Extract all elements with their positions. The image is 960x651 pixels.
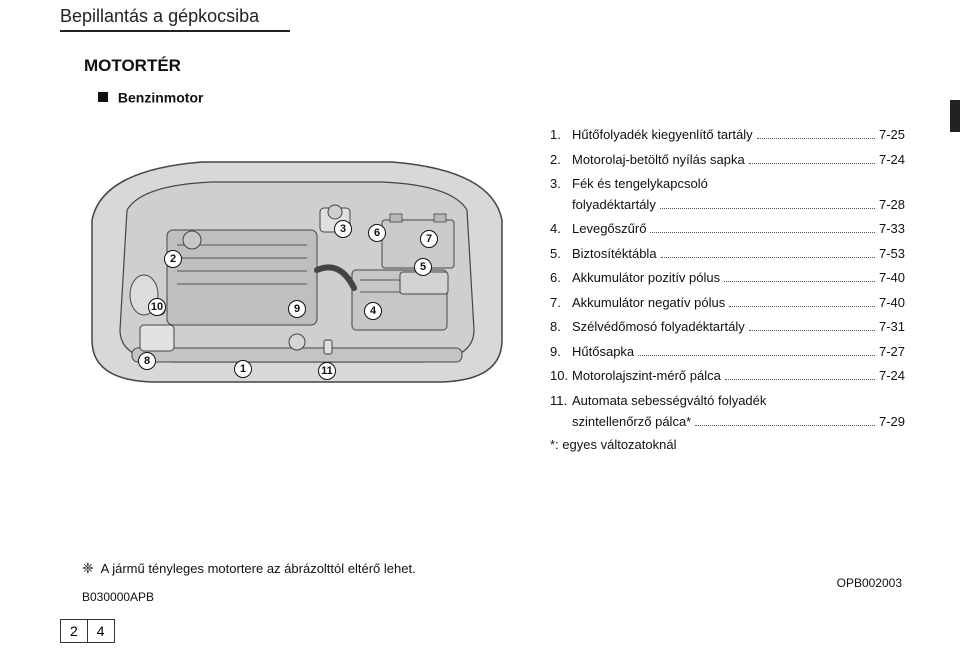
- page-number-box: 2 4: [60, 619, 115, 643]
- list-item: 8.Szélvédőmosó folyadéktartály 7-31: [550, 318, 905, 336]
- engine-diagram: 1 2 3 4 5 6 7 8 9 10 11: [82, 150, 512, 390]
- list-item: 6.Akkumulátor pozitív pólus 7-40: [550, 269, 905, 287]
- list-item-label: Hűtőfolyadék kiegyenlítő tartály: [572, 126, 753, 144]
- radiator-cap: [289, 334, 305, 350]
- list-item-label: Szélvédőmosó folyadéktartály: [572, 318, 745, 336]
- list-item-leader: [638, 355, 875, 356]
- list-item-leader: [660, 208, 875, 209]
- edge-tab: [950, 100, 960, 132]
- list-item-page: 7-40: [879, 294, 905, 312]
- list-item-label: Motorolajszint-mérő pálca: [572, 367, 721, 385]
- list-item: 11.Automata sebességváltó folyadék: [550, 392, 905, 410]
- list-item-page: 7-24: [879, 151, 905, 169]
- list-item: 3.Fék és tengelykapcsoló: [550, 175, 905, 193]
- list-item-leader: [724, 281, 875, 282]
- callout-4: 4: [364, 302, 382, 320]
- list-item: 7.Akkumulátor negatív pólus 7-40: [550, 294, 905, 312]
- list-item-label: Akkumulátor negatív pólus: [572, 294, 725, 312]
- page-header-title: Bepillantás a gépkocsiba: [60, 6, 259, 27]
- oil-filler-cap: [183, 231, 201, 249]
- list-item: 4.Levegőszűrő 7-33: [550, 220, 905, 238]
- parts-footnote: *: egyes változatoknál: [550, 437, 905, 452]
- list-item-label: Motorolaj-betöltő nyílás sapka: [572, 151, 745, 169]
- callout-5: 5: [414, 258, 432, 276]
- list-item: szintellenőrző pálca* 7-29: [550, 413, 905, 431]
- list-item-page: 7-31: [879, 318, 905, 336]
- list-item: 10.Motorolajszint-mérő pálca 7-24: [550, 367, 905, 385]
- header-rule: [60, 30, 290, 32]
- image-code: OPB002003: [837, 576, 902, 590]
- list-item-number: 10.: [550, 367, 572, 385]
- battery-terminal-pos: [390, 214, 402, 222]
- list-item-number: 7.: [550, 294, 572, 312]
- list-item-label: Akkumulátor pozitív pólus: [572, 269, 720, 287]
- battery-terminal-neg: [434, 214, 446, 222]
- list-item-number: 5.: [550, 245, 572, 263]
- page-number-section: 2: [61, 620, 88, 642]
- document-code: B030000APB: [82, 590, 154, 604]
- list-item-label: folyadéktartály: [572, 196, 656, 214]
- list-item: 5.Biztosítéktábla 7-53: [550, 245, 905, 263]
- list-item-leader: [661, 257, 875, 258]
- list-item-page: 7-28: [879, 196, 905, 214]
- list-item-number: 8.: [550, 318, 572, 336]
- list-item-leader: [695, 425, 875, 426]
- list-item-number: 6.: [550, 269, 572, 287]
- list-item-leader: [749, 163, 875, 164]
- list-item: folyadéktartály 7-28: [550, 196, 905, 214]
- figure-disclaimer-text: A jármű tényleges motortere az ábrázoltt…: [101, 561, 416, 576]
- list-item-page: 7-27: [879, 343, 905, 361]
- list-item-leader: [757, 138, 875, 139]
- list-item-page: 7-33: [879, 220, 905, 238]
- list-item-number: 11.: [550, 392, 572, 410]
- list-item-page: 7-29: [879, 413, 905, 431]
- list-item-page: 7-40: [879, 269, 905, 287]
- list-item-page: 7-53: [879, 245, 905, 263]
- list-item-label: Fék és tengelykapcsoló: [572, 175, 708, 193]
- list-item: 2.Motorolaj-betöltő nyílás sapka 7-24: [550, 151, 905, 169]
- callout-1: 1: [234, 360, 252, 378]
- page-number-page: 4: [88, 620, 114, 642]
- callout-9: 9: [288, 300, 306, 318]
- list-item-leader: [749, 330, 875, 331]
- callout-7: 7: [420, 230, 438, 248]
- callout-2: 2: [164, 250, 182, 268]
- list-item-page: 7-25: [879, 126, 905, 144]
- subtitle-bullet-icon: [98, 92, 108, 102]
- callout-10: 10: [148, 298, 166, 316]
- list-item-label: Levegőszűrő: [572, 220, 646, 238]
- list-item: 1.Hűtőfolyadék kiegyenlítő tartály 7-25: [550, 126, 905, 144]
- list-item-number: 4.: [550, 220, 572, 238]
- subtitle-label: Benzinmotor: [118, 89, 204, 105]
- list-item-label: Hűtősapka: [572, 343, 634, 361]
- section-subtitle: Benzinmotor: [98, 88, 203, 105]
- callout-11: 11: [318, 362, 336, 380]
- list-item-leader: [725, 379, 875, 380]
- list-item-number: 3.: [550, 175, 572, 193]
- atf-dipstick: [324, 340, 332, 354]
- list-item-leader: [729, 306, 875, 307]
- list-item-label: Biztosítéktábla: [572, 245, 657, 263]
- callout-3: 3: [334, 220, 352, 238]
- callout-6: 6: [368, 224, 386, 242]
- parts-list: 1.Hűtőfolyadék kiegyenlítő tartály 7-25 2.…: [550, 126, 905, 452]
- coolant-reservoir: [140, 325, 174, 351]
- list-item-label: szintellenőrző pálca*: [572, 413, 691, 431]
- list-item-leader: [650, 232, 875, 233]
- callout-8: 8: [138, 352, 156, 370]
- list-item-number: 1.: [550, 126, 572, 144]
- list-item-page: 7-24: [879, 367, 905, 385]
- list-item-number: 2.: [550, 151, 572, 169]
- list-item-number: 9.: [550, 343, 572, 361]
- list-item-label: Automata sebességváltó folyadék: [572, 392, 766, 410]
- clover-icon: ❈: [82, 560, 94, 576]
- list-item: 9.Hűtősapka 7-27: [550, 343, 905, 361]
- figure-disclaimer: ❈ A jármű tényleges motortere az ábrázol…: [82, 560, 416, 577]
- section-title: MOTORTÉR: [84, 56, 181, 76]
